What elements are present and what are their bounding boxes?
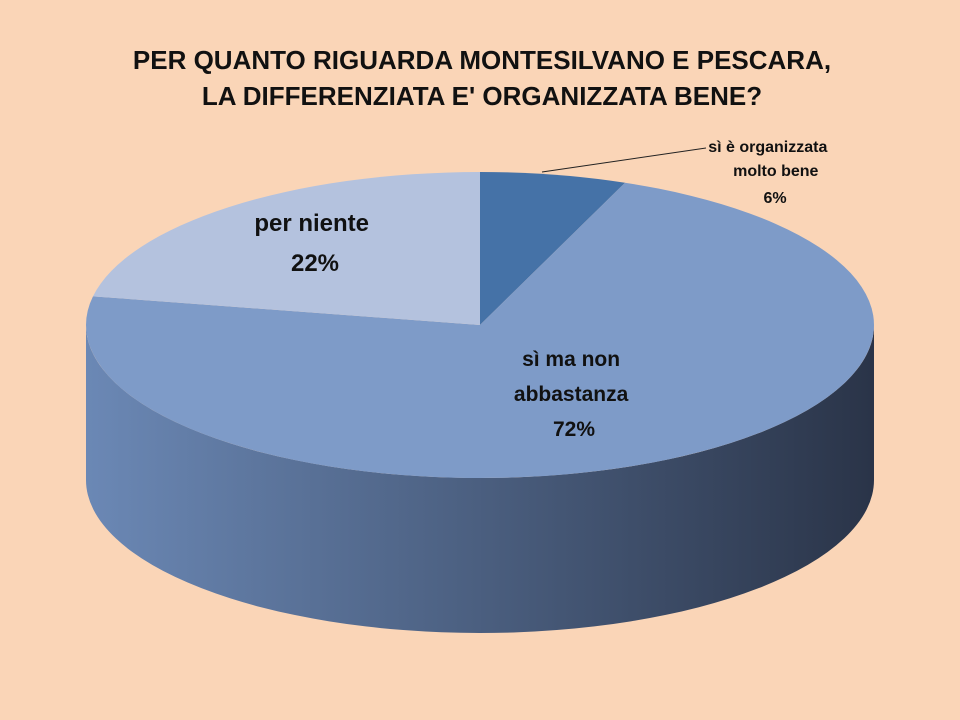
pie-3d-side [86, 325, 874, 633]
pie-slice-3 [92, 172, 480, 325]
pie-slice-1 [480, 172, 626, 325]
slice-3-label: per niente 22% [254, 210, 375, 277]
slice-2-label: sì ma non abbastanza 72% [514, 348, 634, 441]
slice-1-leader-line [541, 147, 707, 173]
pie-slice-2 [85, 182, 874, 478]
slice-1-label: sì è organizzata molto bene 6% [708, 139, 832, 207]
chart-title-line-2: LA DIFFERENZIATA E' ORGANIZZATA BENE? [202, 81, 762, 111]
chart-title-line-1: PER QUANTO RIGUARDA MONTESILVANO E PESCA… [133, 45, 831, 75]
